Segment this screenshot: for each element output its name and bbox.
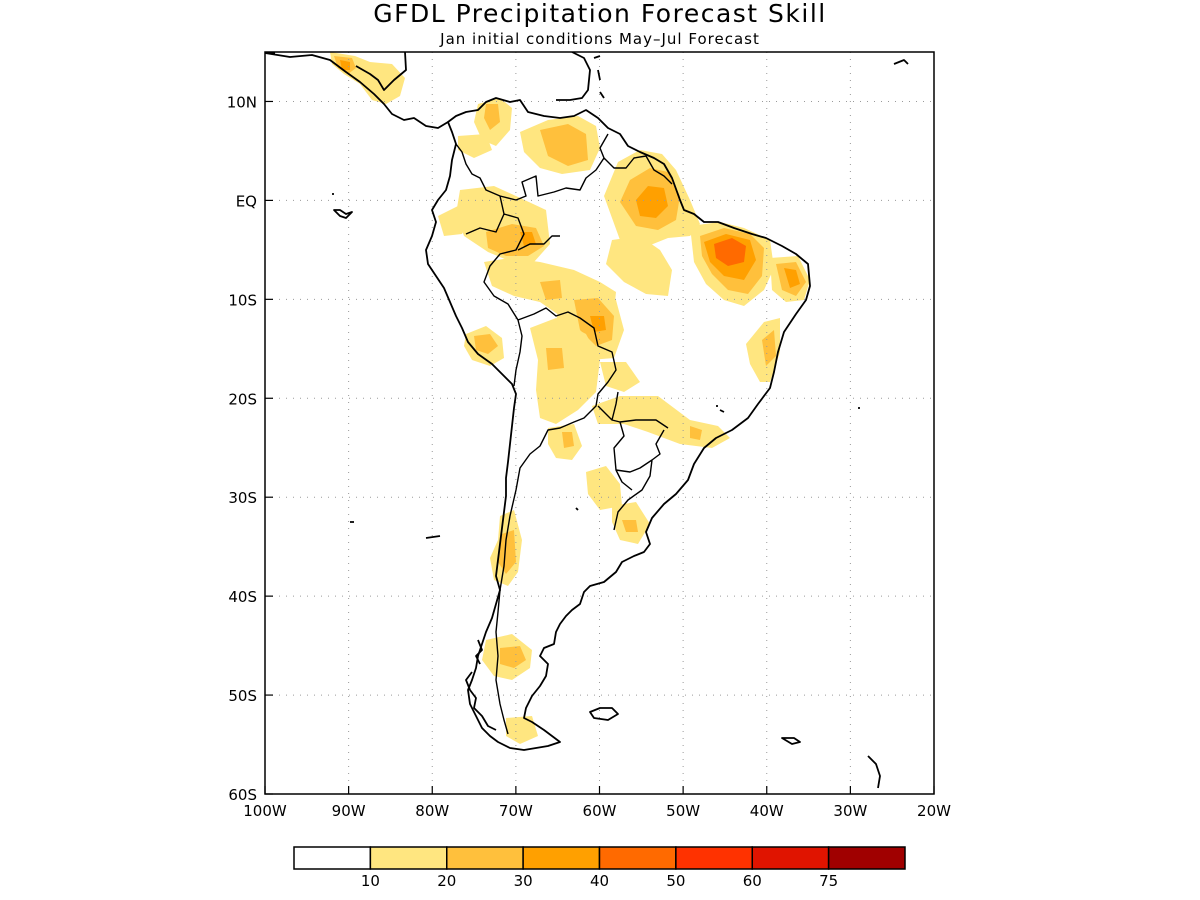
x-axis: 100W 90W 80W 70W 60W 50W 40W 30W 20W — [243, 786, 951, 820]
coast-south-america — [425, 97, 811, 751]
shade-east-coast-core — [762, 330, 776, 366]
y-tick-label: 50S — [228, 687, 257, 705]
map-grid — [265, 52, 934, 794]
x-tick-label: 30W — [833, 802, 867, 820]
coast-small-islands — [350, 405, 881, 789]
colorbar-swatch — [827, 846, 906, 870]
shade-rn-max — [784, 268, 800, 288]
country-borders — [455, 133, 673, 735]
x-tick-label: 20W — [917, 802, 951, 820]
shade-central-america-max — [340, 60, 350, 70]
x-tick-label: 80W — [415, 802, 449, 820]
shade-bolivia — [530, 318, 600, 424]
shade-peru-core — [474, 334, 498, 354]
shade-central-chile-core — [498, 530, 516, 574]
shade-mato-grosso — [600, 362, 640, 392]
coastlines — [265, 52, 909, 789]
shade-patagonia-core — [500, 646, 526, 668]
shade-maracaibo-core — [484, 104, 500, 130]
skill-shading-layer — [330, 52, 810, 744]
chart-subtitle: Jan initial conditions May–Jul Forecast — [439, 30, 760, 48]
shade-northeast-brazil-50 — [714, 238, 746, 266]
colorbar-label: 30 — [514, 872, 533, 890]
colorbar-swatch — [598, 846, 677, 870]
colorbar-label: 20 — [437, 872, 456, 890]
colorbar-label: 10 — [361, 872, 380, 890]
colorbar-swatch — [675, 846, 753, 870]
shade-south-brazil — [592, 396, 730, 448]
colorbar-swatch — [751, 846, 830, 870]
y-tick-label: 60S — [228, 786, 257, 804]
y-tick-label: 40S — [228, 588, 257, 606]
colorbar-label: 40 — [590, 872, 609, 890]
shade-uruguay-core — [622, 520, 638, 532]
y-tick-label: 30S — [228, 489, 257, 507]
colorbar-label: 75 — [819, 872, 838, 890]
shade-ecuador — [438, 206, 470, 236]
colorbar-label: 60 — [743, 872, 762, 890]
shade-amazon-delta-core — [636, 186, 668, 218]
shade-venezuela-core — [540, 124, 588, 166]
shade-rio-grande-sul — [586, 466, 622, 510]
shade-south-brazil-core — [690, 426, 702, 440]
x-tick-label: 70W — [499, 802, 533, 820]
coast-central-america — [265, 52, 449, 129]
colorbar-swatch — [369, 846, 448, 870]
shade-tierra-del-fuego — [506, 716, 538, 744]
chart-title: GFDL Precipitation Forecast Skill — [373, 0, 827, 28]
colorbar: 10 20 30 40 50 60 75 — [293, 846, 906, 890]
y-tick-label: 10S — [228, 291, 257, 309]
coast-galapagos — [332, 193, 353, 219]
shade-colombia-north — [458, 134, 492, 158]
x-tick-label: 100W — [243, 802, 287, 820]
coast-caribbean-islands — [556, 52, 909, 101]
colorbar-swatch — [446, 846, 524, 870]
y-tick-label: EQ — [236, 192, 257, 210]
y-axis: 10N EQ 10S 20S 30S 40S 50S 60S — [227, 93, 273, 804]
colorbar-label: 50 — [666, 872, 685, 890]
x-tick-label: 90W — [332, 802, 366, 820]
colorbar-swatch — [522, 846, 601, 870]
y-tick-label: 10N — [227, 93, 257, 111]
border-lines — [455, 133, 673, 735]
y-tick-label: 20S — [228, 390, 257, 408]
shade-chaco-core — [562, 432, 574, 448]
coast-chilean-archipelago — [465, 639, 497, 731]
shade-bolivia-core — [546, 348, 564, 370]
shade-upper-amazon-core — [540, 280, 562, 300]
x-tick-label: 60W — [583, 802, 617, 820]
shade-central-amazon — [606, 236, 672, 296]
coast-falklands — [589, 707, 619, 721]
coast-south-georgia — [781, 737, 801, 745]
x-tick-label: 40W — [750, 802, 784, 820]
x-tick-label: 50W — [666, 802, 700, 820]
colorbar-swatch — [293, 846, 372, 870]
